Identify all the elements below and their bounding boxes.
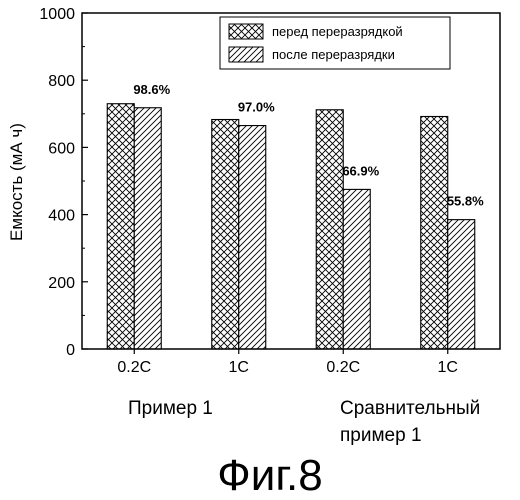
bar-before <box>421 116 448 349</box>
retention-label: 98.6% <box>133 82 170 97</box>
bar-after <box>448 220 475 349</box>
y-tick-label: 0 <box>66 342 75 359</box>
y-tick-label: 400 <box>48 208 75 225</box>
x-tick-label: 1C <box>229 359 249 376</box>
legend: перед переразрядкой после переразрядки <box>220 17 450 69</box>
bar-after <box>134 108 161 349</box>
group-label-comparative: Сравнительный <box>340 398 480 419</box>
bar-after <box>239 126 266 349</box>
legend-label-after: после переразрядки <box>272 47 395 62</box>
y-tick-label: 200 <box>48 275 75 292</box>
y-tick-label: 1000 <box>39 6 75 23</box>
bar-after <box>343 189 370 349</box>
x-tick-label: 0.2C <box>117 359 151 376</box>
legend-label-before: перед переразрядкой <box>272 24 403 39</box>
bars-layer <box>107 104 475 349</box>
group-label-example: Пример 1 <box>128 398 213 419</box>
y-axis-label: Емкость (мА ч) <box>7 123 26 241</box>
y-axis: 0 200 400 600 800 1000 <box>39 6 88 359</box>
x-axis: 0.2C 1C 0.2C 1C <box>117 349 458 376</box>
legend-swatch-after <box>229 47 263 62</box>
figure-label: Фиг.8 <box>217 451 322 500</box>
retention-label: 55.8% <box>447 194 484 209</box>
y-tick-label: 800 <box>48 73 75 90</box>
retention-label: 66.9% <box>342 163 379 178</box>
group-label-comparative-line2: пример 1 <box>340 425 422 446</box>
bar-before <box>107 104 134 349</box>
x-tick-label: 1C <box>438 359 458 376</box>
bar-before <box>212 120 239 349</box>
x-tick-label: 0.2C <box>326 359 360 376</box>
bar-before <box>316 110 343 349</box>
retention-label: 97.0% <box>238 100 275 115</box>
y-tick-label: 600 <box>48 140 75 157</box>
legend-swatch-before <box>229 24 263 39</box>
